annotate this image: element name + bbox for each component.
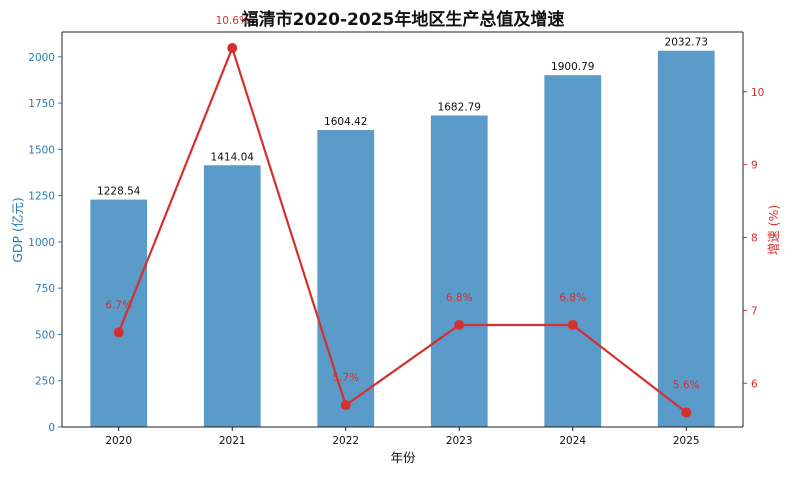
bar-2022 (317, 130, 375, 427)
x-axis-label: 年份 (390, 450, 416, 465)
y-right-tick-label-6: 6 (751, 378, 758, 390)
bar-labels-layer: 1228.54 1414.04 1604.42 1682.79 1900.79 2032.… (97, 37, 708, 198)
growth-value-label-2022: 5.7% (332, 372, 359, 384)
y-right-tick-label-7: 7 (751, 305, 758, 317)
bar-value-label-2024: 1900.79 (551, 61, 594, 73)
y-left-tick-label-0: 0 (48, 422, 55, 434)
y-left-tick-label-250: 250 (35, 376, 55, 388)
growth-point-2022 (340, 400, 351, 411)
bar-value-label-2020: 1228.54 (97, 186, 141, 198)
bar-2020 (90, 199, 148, 427)
bar-2024 (544, 75, 602, 427)
y-left-tick-label-1250: 1250 (28, 191, 55, 203)
growth-point-2020 (113, 327, 124, 338)
bar-2021 (203, 165, 261, 428)
growth-value-label-2021: 10.6% (216, 15, 249, 27)
x-tick-label-2021: 2021 (219, 435, 246, 447)
bar-value-label-2025: 2032.73 (665, 37, 708, 49)
y-left-tick-label-1750: 1750 (28, 98, 55, 110)
y-left-tick-label-750: 750 (35, 283, 55, 295)
x-tick-label-2022: 2022 (332, 435, 359, 447)
growth-value-label-2024: 6.8% (559, 292, 586, 304)
bar-value-label-2023: 1682.79 (438, 102, 481, 114)
growth-point-2023 (454, 319, 465, 330)
growth-rate-line (117, 44, 687, 414)
x-tick-label-2024: 2024 (559, 435, 586, 447)
growth-point-2024 (567, 319, 578, 330)
y-left-tick-label-1000: 1000 (28, 237, 55, 249)
y-right-tick-label-8: 8 (751, 233, 758, 245)
y-left-tick-label-500: 500 (35, 329, 55, 341)
axes-layer: 2020 2021 2022 2023 2024 2025 0 250 500 750 1000 12… (28, 31, 764, 447)
y-right-tick-label-9: 9 (751, 160, 758, 172)
growth-point-2025 (681, 407, 692, 418)
line-layer: 6.7% 10.6% 5.7% 6.8% 6.8% 5.6% (105, 15, 700, 418)
bars-layer (90, 50, 715, 428)
growth-point-2021 (227, 43, 238, 54)
y-left-tick-label-2000: 2000 (28, 52, 55, 64)
growth-value-label-2020: 6.7% (105, 299, 132, 311)
x-tick-label-2023: 2023 (446, 435, 473, 447)
x-tick-label-2025: 2025 (673, 435, 700, 447)
x-tick-label-2020: 2020 (105, 435, 132, 447)
bar-value-label-2021: 1414.04 (211, 151, 255, 163)
growth-value-label-2025: 5.6% (673, 379, 700, 391)
y-axis-right-label: 增速 (%) (766, 205, 781, 256)
bar-2025 (657, 50, 715, 428)
y-left-tick-label-1500: 1500 (28, 144, 55, 156)
bar-value-label-2022: 1604.42 (324, 116, 367, 128)
chart-title: 福清市2020-2025年地区生产总值及增速 (241, 9, 565, 30)
y-axis-left-label: GDP (亿元) (10, 197, 25, 263)
bar-2023 (430, 115, 488, 427)
y-right-tick-label-10: 10 (751, 87, 764, 99)
growth-value-label-2023: 6.8% (446, 292, 473, 304)
